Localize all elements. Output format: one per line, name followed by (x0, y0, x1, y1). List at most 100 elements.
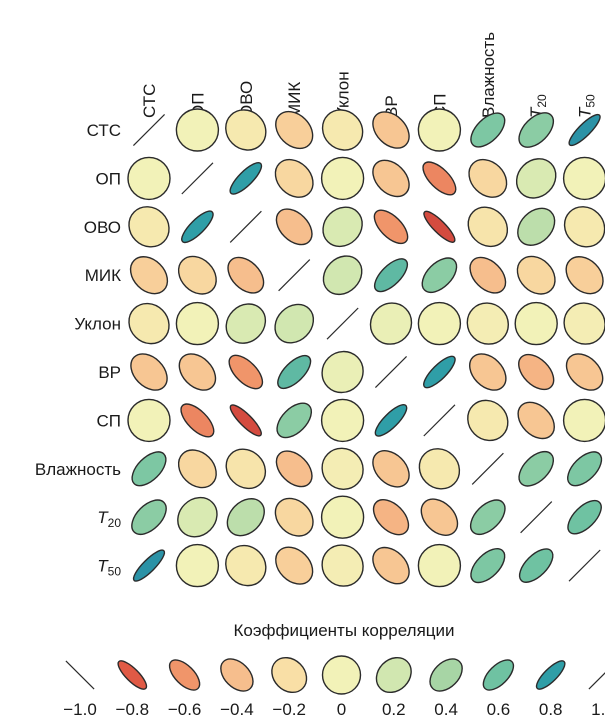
correlation-ellipse (417, 301, 462, 346)
legend-tick-label: −0.2 (272, 700, 306, 719)
correlation-ellipse (514, 301, 558, 346)
legend-ellipse (429, 658, 463, 692)
correlation-ellipse (567, 499, 602, 535)
legend-tick-label: −0.6 (168, 700, 202, 719)
legend-labels: −1.0 −0.8 −0.6 −0.4 −0.2 0 0.2 0.4 0.6 0.8 1.0 (63, 700, 605, 719)
correlation-ellipse (321, 544, 364, 587)
correlation-ellipse (373, 209, 409, 245)
legend-ellipse (535, 660, 566, 690)
correlation-ellipse (467, 399, 509, 442)
correlation-ellipse (421, 257, 458, 294)
correlation-ellipse (423, 355, 456, 389)
column-label: T50 (576, 94, 598, 118)
correlation-ellipse (469, 353, 507, 391)
correlation-ellipse (127, 156, 171, 201)
column-label-text: Влажность (479, 32, 498, 118)
correlation-ellipse (420, 498, 459, 536)
correlation-ellipse (374, 404, 408, 437)
diagonal-line-mark (132, 113, 166, 147)
correlation-ellipse (131, 451, 167, 487)
correlation-ellipse (422, 161, 457, 196)
column-label: СТС (140, 84, 159, 118)
row-label-text: Влажность (35, 460, 121, 479)
correlation-ellipse (320, 495, 365, 539)
correlation-ellipse (177, 449, 217, 489)
correlation-ellipse (180, 403, 215, 438)
correlation-ellipse (227, 256, 265, 294)
legend-tick-label: 1.0 (591, 700, 605, 719)
correlation-ellipse (130, 353, 168, 391)
legend-ellipse (482, 659, 515, 691)
correlation-ellipse (276, 402, 313, 439)
correlation-ellipse (562, 156, 605, 201)
row-label: Уклон (74, 315, 121, 334)
correlation-ellipse (127, 398, 171, 443)
correlation-ellipse (372, 499, 410, 536)
row-label-text: T (97, 557, 109, 576)
correlation-ellipse (277, 354, 312, 390)
correlation-ellipse (515, 158, 557, 199)
row-label-text: T (97, 508, 109, 527)
legend-ellipse (375, 656, 412, 694)
correlation-ellipse (128, 206, 170, 248)
row-label-text: СП (97, 411, 122, 430)
correlation-ellipse (470, 112, 506, 148)
correlation-ellipse (275, 110, 314, 150)
correlation-ellipse (226, 498, 265, 537)
column-label-subscript: 50 (584, 94, 598, 108)
correlation-ellipse (372, 546, 410, 585)
legend-ellipse (321, 655, 362, 695)
legend-ellipse (220, 658, 254, 692)
correlation-ellipse (320, 398, 365, 443)
correlation-ellipse (274, 158, 314, 198)
row-label-text: МИК (85, 266, 121, 285)
legend-tick-label: 0.2 (382, 700, 406, 719)
correlation-ellipse (274, 303, 315, 344)
correlation-ellipse (275, 450, 313, 488)
row-label: ВР (98, 363, 121, 382)
legend-tick-label: −0.8 (116, 700, 150, 719)
correlation-ellipse (516, 255, 556, 295)
column-label-text: T (576, 106, 595, 118)
column-label-text: Уклон (334, 71, 353, 118)
column-label: Влажность (479, 32, 498, 118)
correlation-ellipse (175, 108, 220, 152)
matrix-cells (127, 108, 605, 588)
correlation-ellipse (225, 544, 267, 587)
legend-tick-label: 0.6 (487, 700, 511, 719)
correlation-ellipse (128, 302, 170, 345)
row-label: ОП (96, 169, 121, 188)
row-label-text: ОП (96, 169, 121, 188)
row-label-text: Уклон (74, 315, 121, 334)
diagonal-line-mark (520, 501, 553, 534)
row-label: Влажность (35, 460, 121, 479)
column-label: ОВО (237, 81, 256, 118)
correlation-ellipse (467, 206, 509, 248)
diagonal-line-mark (326, 307, 359, 340)
row-label: МИК (85, 266, 121, 285)
correlation-ellipse (518, 112, 555, 148)
correlation-ellipse (175, 301, 220, 346)
diagonal-line-mark (568, 549, 601, 582)
correlation-ellipse (321, 447, 364, 490)
legend-tick-label: −1.0 (63, 700, 97, 719)
correlation-ellipse (321, 109, 364, 151)
correlation-ellipse (322, 255, 363, 296)
row-label-subscript: 20 (108, 516, 122, 530)
correlation-ellipse (225, 109, 267, 151)
correlation-ellipse (423, 210, 456, 243)
row-label-text: СТС (87, 121, 121, 140)
correlation-ellipse (469, 256, 507, 294)
legend-line-mark (588, 672, 605, 690)
column-label: МИК (285, 82, 304, 118)
correlation-ellipse (470, 548, 506, 584)
correlation-ellipse (568, 113, 601, 147)
correlation-ellipse (228, 354, 264, 390)
correlation-ellipse (517, 207, 556, 246)
correlation-ellipse (567, 451, 603, 487)
row-label-subscript: 50 (108, 565, 122, 579)
legend-tick-label: 0 (337, 700, 346, 719)
correlation-ellipse (373, 258, 409, 293)
diagonal-line-mark (278, 259, 311, 292)
